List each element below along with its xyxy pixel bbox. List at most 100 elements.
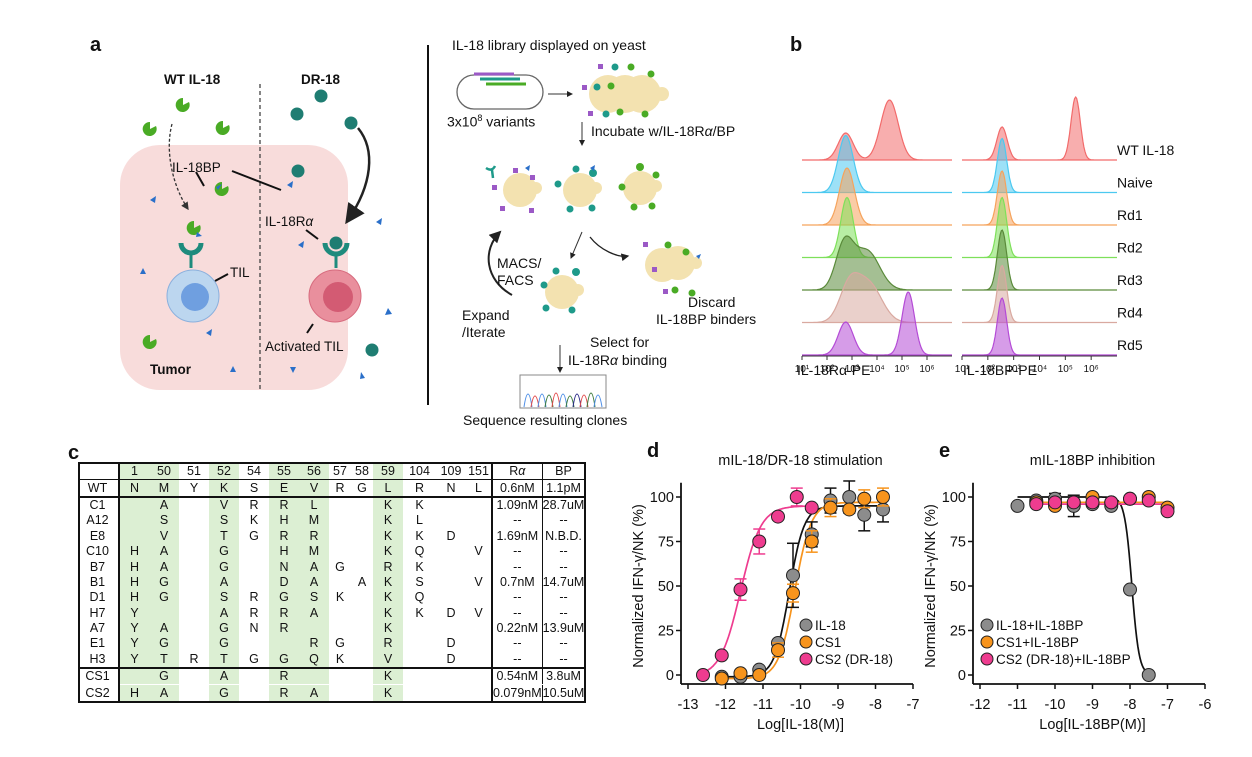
row-name: C10 xyxy=(78,543,120,560)
x-tick-label: -8 xyxy=(1124,697,1137,713)
iterate-label: /Iterate xyxy=(462,324,506,340)
legend-label: CS1 xyxy=(815,635,841,650)
histogram-row-label: WT IL-18 xyxy=(1117,142,1175,158)
mutation-table: 1 50 51 52 54 55 56 57 58 59 104 109 151 Rα BP WT N M Y K S E… xyxy=(78,462,587,703)
discard-label-2: IL-18BP binders xyxy=(656,311,757,327)
residue-cell: 57 xyxy=(329,462,351,481)
data-point-cs2-dr-18-il-18bp xyxy=(1123,491,1137,506)
residue-cell: 52 xyxy=(209,462,239,481)
y-tick-label: 50 xyxy=(658,579,674,595)
fit-curve-il-18 xyxy=(721,505,883,678)
consensus-row: CS2 H A G R A K 0.079nM 10.5uM xyxy=(78,684,587,703)
chart-d: mIL-18/DR-18 stimulation -13 -12 -11 -10 -9 -8… xyxy=(631,453,920,733)
x-tick-label: -8 xyxy=(869,697,882,713)
residue-cell: V xyxy=(299,479,329,498)
variants-label: 3x108 variants xyxy=(447,113,536,130)
residue-cell: G xyxy=(269,651,299,670)
residue-cell xyxy=(351,529,373,544)
residue-cell: R xyxy=(403,479,436,498)
data-point-il-18-il-18bp xyxy=(1123,582,1137,597)
data-point-il-18-il-18bp xyxy=(1141,668,1156,682)
residue-cell xyxy=(436,497,466,513)
residue-cell: R xyxy=(269,605,299,621)
residue-cell: G xyxy=(149,574,179,591)
y-axis-label: Normalized IFN-γ/NK (%) xyxy=(923,504,939,668)
yeast-incubated xyxy=(485,163,662,213)
histogram-tick-label: 10⁶ xyxy=(1084,364,1099,375)
x-tick-label: -12 xyxy=(715,697,736,713)
select-label-2: IL-18Rα binding xyxy=(568,352,668,368)
residue-cell xyxy=(239,559,269,574)
residue-cell xyxy=(466,651,492,670)
panel-a-label: a xyxy=(90,34,102,56)
residue-cell xyxy=(179,606,209,621)
residue-cell: D xyxy=(446,605,456,620)
residue-cell: Q xyxy=(414,544,425,559)
histogram-rala-wt-il-18 xyxy=(802,99,952,161)
residue-cell xyxy=(466,590,492,605)
residue-cell: G xyxy=(209,559,239,575)
residue-cell xyxy=(179,636,209,651)
row-name: WT xyxy=(78,479,120,498)
x-tick-label: -9 xyxy=(1086,697,1099,713)
residue-cell: Y xyxy=(179,479,209,498)
legend-label: IL-18 xyxy=(815,618,846,633)
residue-cell xyxy=(436,544,466,559)
bp-affinity: BP xyxy=(542,462,587,481)
bp-affinity: 13.9uM xyxy=(542,620,587,637)
select-label-1: Select for xyxy=(590,334,650,350)
residue-cell xyxy=(436,684,466,703)
residue-cell xyxy=(239,636,269,651)
residue-cell: V xyxy=(149,528,179,544)
ra-affinity: 0.6nM xyxy=(490,479,543,498)
row-name: E8 xyxy=(78,528,120,544)
residue-cell: V xyxy=(474,574,483,589)
clone-row: D1 H G S R G S K K Q -- -- xyxy=(78,590,587,606)
data-point-cs1 xyxy=(857,491,872,506)
residue-cell: K xyxy=(373,528,403,544)
x-tick-label: -7 xyxy=(907,697,920,713)
residue-cell: A xyxy=(149,496,179,514)
x-tick-label: -10 xyxy=(1045,697,1066,713)
x-tick-label: -9 xyxy=(832,697,845,713)
data-point-cs2-dr-18- xyxy=(733,582,748,597)
legend-marker xyxy=(799,635,813,649)
residue-cell xyxy=(466,684,492,703)
residue-cell: T xyxy=(209,528,239,544)
expand-label: Expand xyxy=(462,307,510,323)
residue-cell xyxy=(466,513,492,528)
histogram-row-label: Rd4 xyxy=(1117,305,1143,321)
y-tick-label: 0 xyxy=(958,668,966,684)
residue-cell xyxy=(351,513,373,528)
panel-a-schematic xyxy=(120,45,429,405)
residue-cell xyxy=(119,513,149,529)
residue-cell: R xyxy=(249,497,259,512)
residue-cell: D xyxy=(446,636,456,651)
residue-cell: A xyxy=(209,605,239,621)
clone-row: C10 H A G H M K Q V -- -- xyxy=(78,543,587,560)
histogram-tick-label: 10¹ xyxy=(955,364,970,375)
residue-cell xyxy=(466,621,492,636)
residue-cell: G xyxy=(249,528,259,543)
residue-cell: A xyxy=(357,574,367,589)
residue-cell: R xyxy=(269,496,299,514)
residue-cell: A xyxy=(149,620,179,637)
residue-cell: 59 xyxy=(373,462,403,481)
residue-cell: 58 xyxy=(351,462,373,481)
residue-cell: H xyxy=(119,590,149,606)
residue-cell: 104 xyxy=(403,462,436,481)
data-point-cs2-dr-18- xyxy=(804,500,819,515)
residue-cell: G xyxy=(269,590,299,606)
residue-cell: G xyxy=(209,684,239,703)
histogram-tick-label: 10⁴ xyxy=(1032,364,1047,375)
clone-row: E8 V T G R R K K D 1.69nM N.B.D. xyxy=(78,528,587,544)
residue-cell xyxy=(119,496,149,514)
data-point-cs1 xyxy=(771,643,785,658)
data-point-il-18 xyxy=(786,568,800,583)
residue-cell: L xyxy=(373,479,403,498)
data-point-cs2-dr-18-il-18bp xyxy=(1104,495,1119,510)
residue-cell: K xyxy=(335,590,345,605)
data-point-cs2-dr-18- xyxy=(714,648,729,663)
residue-cell xyxy=(436,575,466,590)
discard-label-1: Discard xyxy=(688,294,736,310)
